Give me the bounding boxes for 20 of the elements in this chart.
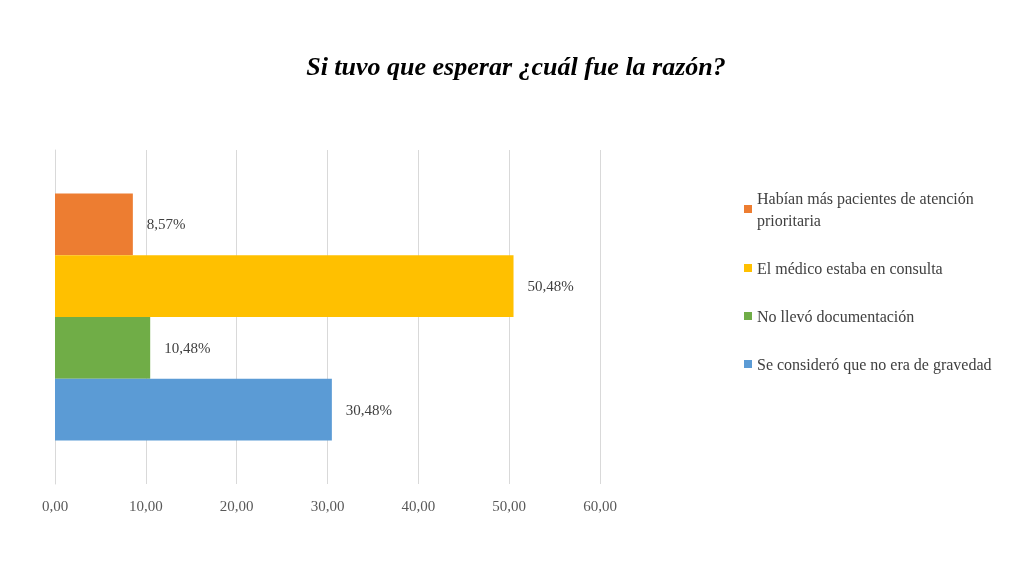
bar — [55, 255, 514, 317]
data-label: 30,48% — [345, 401, 393, 418]
data-label: 8,57% — [146, 216, 186, 233]
legend-label: Se consideró que no era de gravedad — [757, 355, 992, 374]
x-tick-label: 30,00 — [310, 497, 345, 514]
x-tick-label: 60,00 — [583, 497, 617, 514]
x-tick-label: 20,00 — [219, 497, 254, 514]
legend-label: No llevó documentación — [757, 307, 915, 325]
bar — [55, 378, 332, 441]
x-tick-label: 10,00 — [128, 497, 163, 514]
legend-label: Habían más pacientes de atención prioritaria — [757, 189, 978, 230]
data-label: 50,48% — [527, 278, 574, 295]
chart-title: Si tuvo que esperar ¿cuál fue la razón? — [306, 51, 726, 81]
x-tick-label: 50,00 — [492, 497, 527, 514]
x-tick-label: 0,00 — [41, 497, 69, 514]
bar — [55, 317, 151, 379]
data-label: 10,48% — [164, 339, 211, 356]
legend-label: El médico estaba en consulta — [757, 259, 943, 277]
bar — [55, 193, 133, 256]
x-tick-label: 40,00 — [401, 497, 436, 514]
